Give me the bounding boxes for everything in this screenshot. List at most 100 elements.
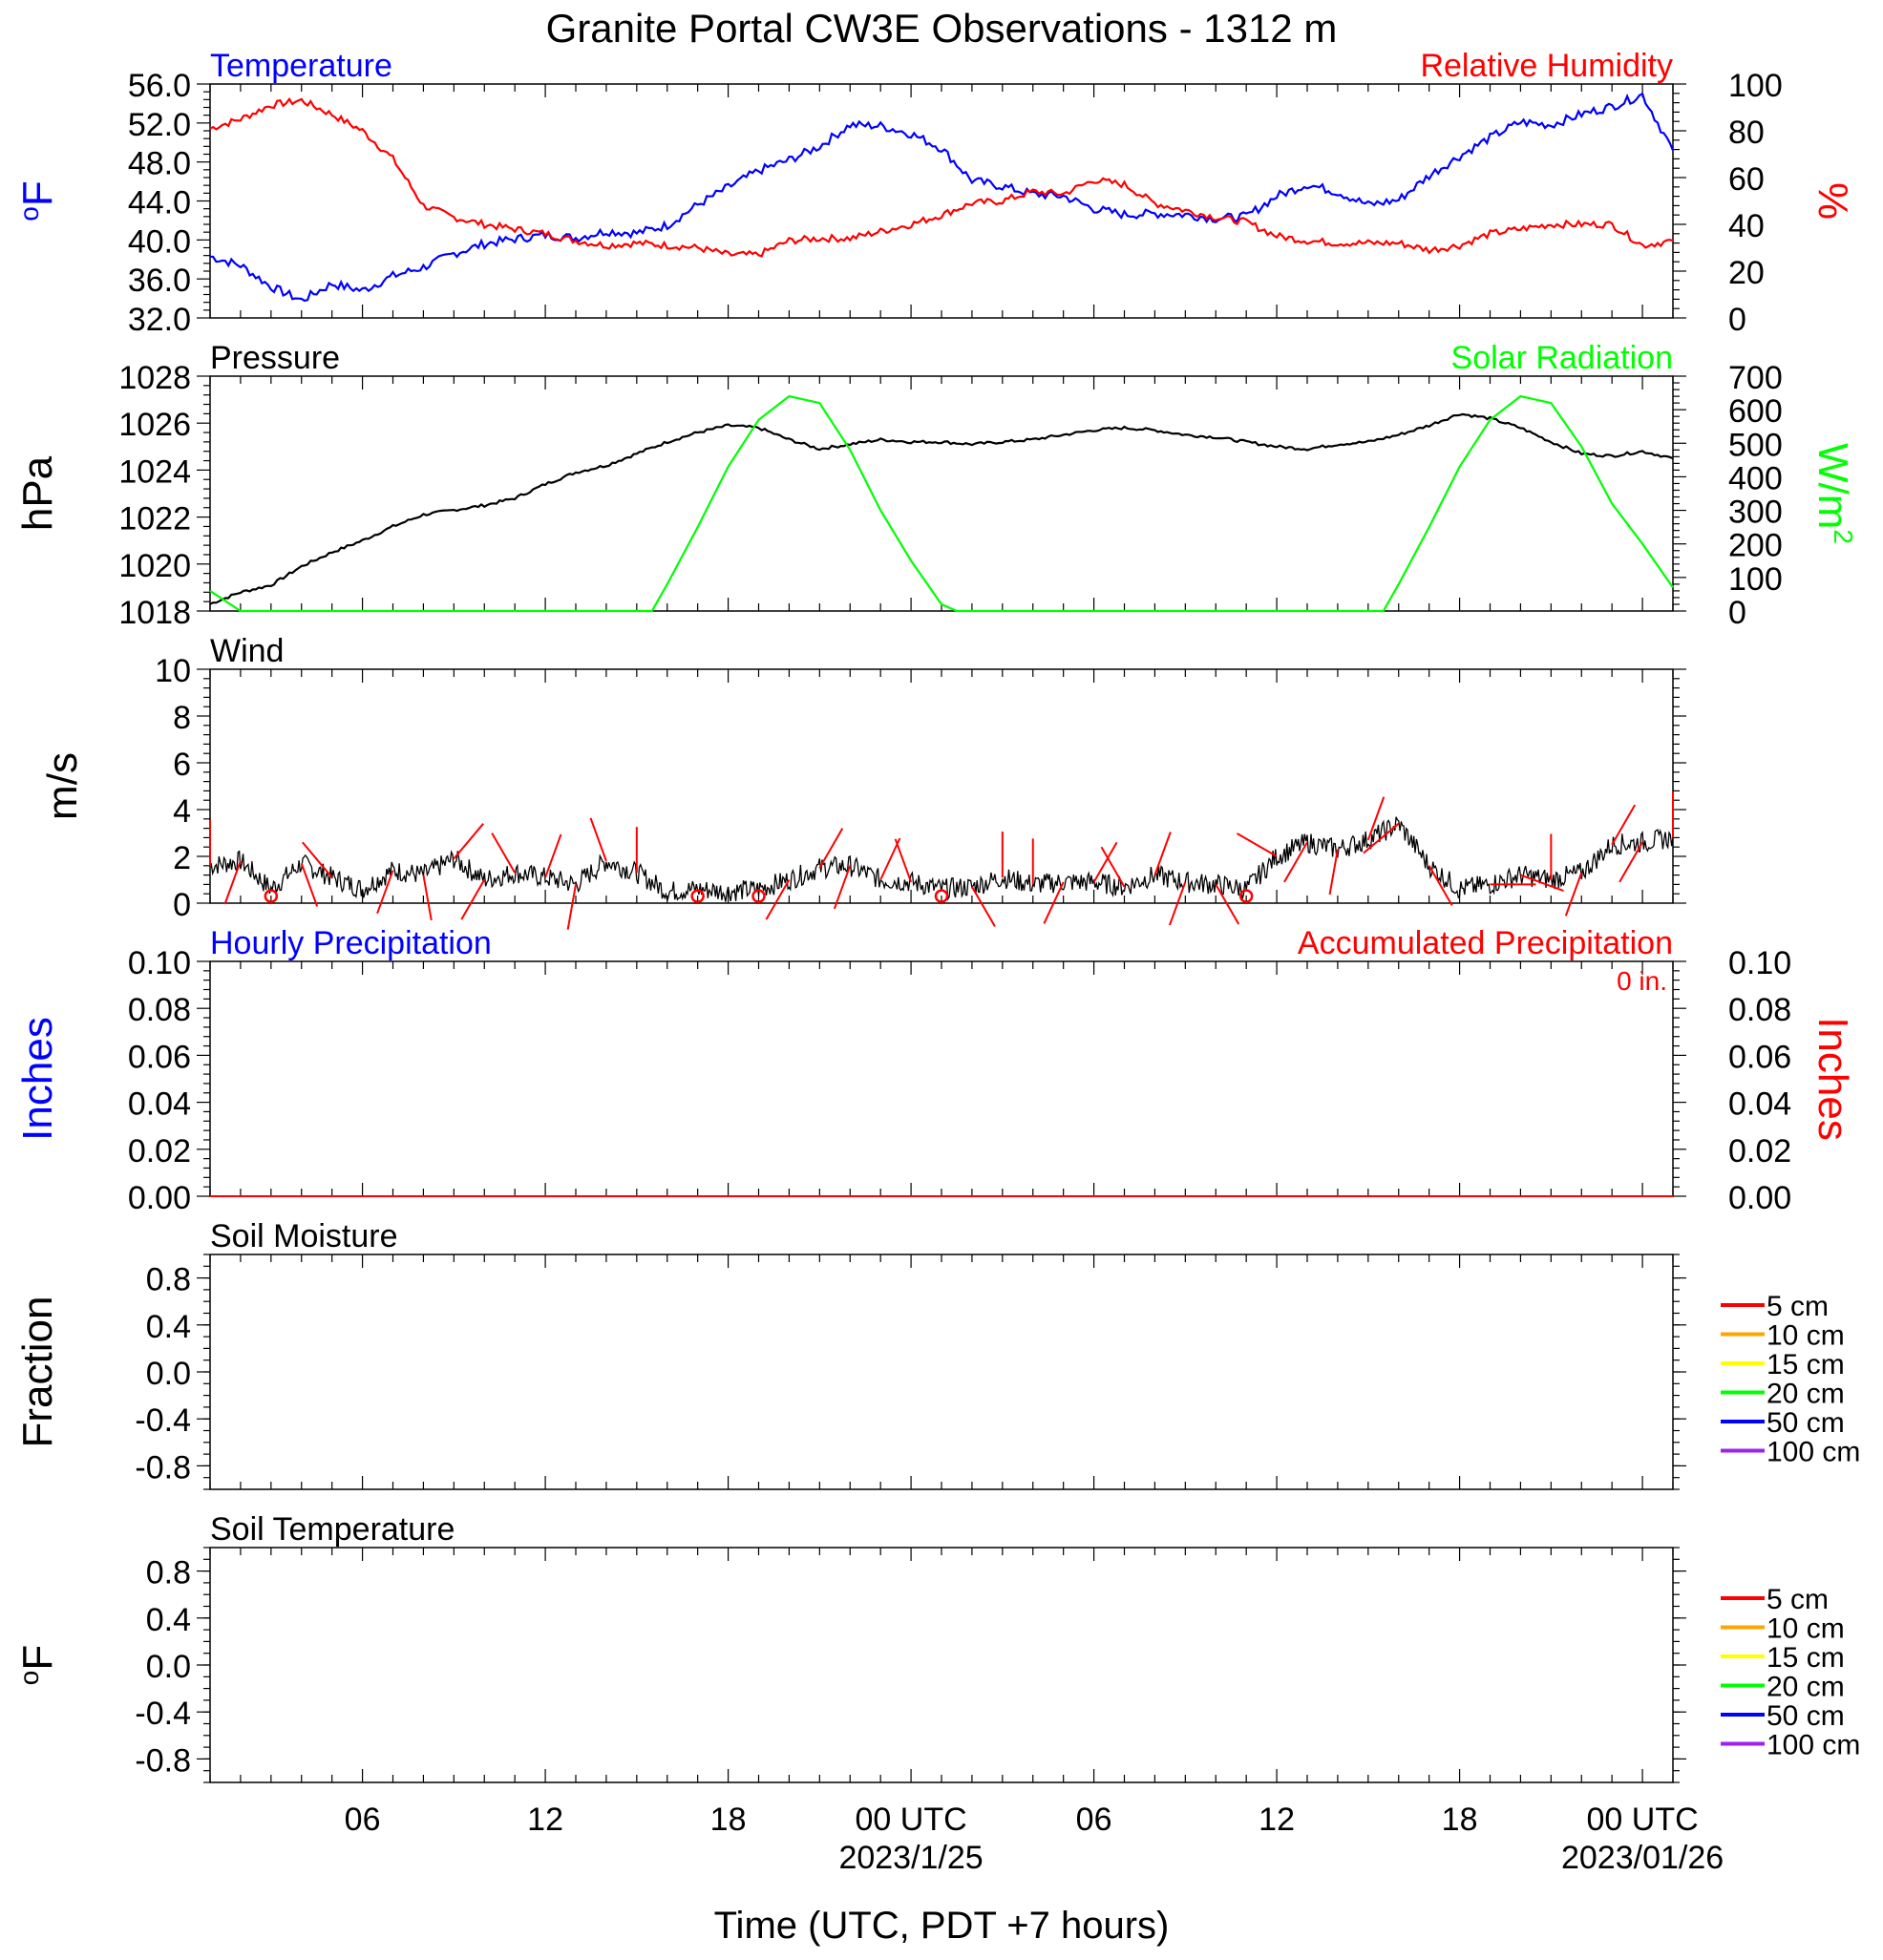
wind-calm-marker [690, 889, 705, 903]
wind-barb [544, 833, 562, 878]
humidity-unit: % [1809, 182, 1856, 220]
soil_moisture-legend-label: 5 cm [1767, 1291, 1829, 1322]
soil_temp-ytick-label: 0.8 [146, 1555, 191, 1591]
temp_rh-ytick-right-label: 100 [1728, 68, 1783, 104]
soil_moisture-legend-label: 15 cm [1767, 1349, 1845, 1380]
wind-barb [589, 817, 607, 862]
soil_moisture-unit: Fraction [14, 1296, 61, 1448]
accum-precip-unit-text: Inches [1809, 1017, 1856, 1141]
humidity-line [209, 96, 1674, 258]
wind-unit-text: m/s [39, 752, 86, 820]
wind-ytick-label: 10 [155, 653, 191, 689]
wind-ytick-label: 0 [173, 887, 191, 923]
soil_moisture-frame [209, 1254, 1674, 1490]
humidity-title: Relative Humidity [1420, 48, 1673, 84]
solar-line [209, 394, 1674, 613]
wind-barb [1619, 841, 1643, 883]
wind-line [209, 816, 1674, 902]
x-tick-label: 06 [345, 1802, 381, 1838]
pressure-unit-text: hPa [14, 455, 61, 531]
wind-ytick-label: 6 [173, 747, 191, 783]
temp_rh-ytick-right-label: 80 [1728, 115, 1765, 151]
hourly-precip-unit-text: Inches [14, 1017, 61, 1141]
soil_moisture-ytick-label: -0.8 [135, 1449, 191, 1486]
wind-ytick-label: 4 [173, 793, 191, 830]
wind-barb [1237, 832, 1278, 857]
pressure_solar-ytick-label: 1020 [118, 548, 191, 584]
wind-ytick-label: 2 [173, 840, 191, 876]
temp_rh-ytick-label: 48.0 [128, 146, 191, 182]
chart-title: Granite Portal CW3E Observations - 1312 … [546, 6, 1338, 51]
pressure_solar-ytick-label: 1024 [118, 453, 191, 490]
x-tick-label: 18 [1442, 1802, 1478, 1838]
soil_moisture-legend-label: 50 cm [1767, 1407, 1845, 1439]
soil_moisture-legend-label: 100 cm [1767, 1437, 1860, 1468]
x-tick-label: 00 UTC [856, 1802, 967, 1838]
pressure_solar-ytick-right-label: 300 [1728, 495, 1783, 531]
soil_temp-legend-label: 10 cm [1767, 1613, 1845, 1645]
wind-barb [460, 878, 486, 920]
wind-barb [1092, 841, 1118, 883]
wind-barb [1520, 874, 1564, 892]
temp_rh-ytick-label: 40.0 [128, 223, 191, 260]
wind-barb [833, 865, 852, 910]
wind-barb [971, 886, 996, 927]
soil_moisture-legend-label: 10 cm [1767, 1320, 1845, 1352]
temp_rh-ytick-right-label: 60 [1728, 161, 1765, 198]
soil_temp-legend-label: 100 cm [1767, 1730, 1860, 1761]
soil_moisture-legend-label: 20 cm [1767, 1379, 1845, 1410]
pressure_solar-ytick-right-label: 700 [1728, 360, 1783, 396]
wind-barb [1366, 796, 1386, 841]
precip-ytick-right-label: 0.04 [1728, 1086, 1791, 1123]
hourly-precip-unit: Inches [14, 1017, 61, 1141]
wind-barb [818, 828, 844, 869]
temp_rh-ytick-label: 56.0 [128, 68, 191, 104]
soil_temp-title: Soil Temperature [210, 1511, 455, 1548]
temperature-line [209, 92, 1675, 303]
x-date-label: 2023/01/26 [1561, 1840, 1724, 1876]
pressure_solar-ytick-right-label: 200 [1728, 528, 1783, 564]
temp_rh-ytick-right-label: 20 [1728, 255, 1765, 291]
wind-calm-marker [264, 889, 279, 903]
wind-barb [1428, 865, 1453, 906]
precip-ytick-label: 0.00 [128, 1180, 191, 1216]
soil_moisture-ytick-label: 0.8 [146, 1262, 191, 1298]
precip-ytick-label: 0.02 [128, 1133, 191, 1170]
pressure-unit: hPa [14, 455, 61, 531]
wind-barb [1153, 832, 1172, 875]
precip-ytick-right-label: 0.10 [1728, 945, 1791, 981]
pressure_solar-frame [209, 375, 1674, 612]
temp_rh-frame [209, 83, 1674, 319]
temperature-unit: oF [14, 180, 61, 221]
temperature-title: Temperature [210, 48, 392, 84]
wind-barb [491, 832, 517, 874]
wind-ytick-label: 8 [173, 700, 191, 736]
wind-barb [1564, 872, 1583, 917]
pressure_solar-ytick-right-label: 0 [1728, 595, 1746, 631]
soil_moisture-ytick-label: 0.4 [146, 1309, 191, 1345]
soil_moisture-unit-text: Fraction [14, 1296, 61, 1448]
wind-barb [765, 878, 791, 920]
precip-frame [209, 960, 1674, 1197]
soil_moisture-ytick-label: -0.4 [135, 1402, 191, 1439]
temp_rh-ytick-label: 44.0 [128, 185, 191, 221]
pressure-title: Pressure [210, 340, 340, 376]
pressure_solar-ytick-label: 1022 [118, 501, 191, 537]
x-tick-label: 18 [710, 1802, 747, 1838]
precip-ytick-right-label: 0.06 [1728, 1039, 1791, 1075]
precip-ytick-right-label: 0.08 [1728, 992, 1791, 1028]
wind-title: Wind [210, 633, 284, 669]
precip-ytick-right-label: 0.02 [1728, 1133, 1791, 1170]
wind-calm-marker [751, 889, 766, 903]
x-date-label: 2023/1/25 [838, 1840, 983, 1876]
soil_temp-legend-label: 15 cm [1767, 1642, 1845, 1674]
soil_temp-legend-label: 50 cm [1767, 1700, 1845, 1732]
temp_rh-ytick-right-label: 40 [1728, 208, 1765, 244]
soil_temp-unit: oF [14, 1645, 61, 1685]
precip-ytick-right-label: 0.00 [1728, 1180, 1791, 1216]
wind-barb [223, 860, 242, 905]
x-tick-label: 06 [1076, 1802, 1112, 1838]
precip-ytick-label: 0.06 [128, 1039, 191, 1075]
wind-unit: m/s [39, 752, 86, 820]
soil_temp-legend-label: 20 cm [1767, 1672, 1845, 1703]
